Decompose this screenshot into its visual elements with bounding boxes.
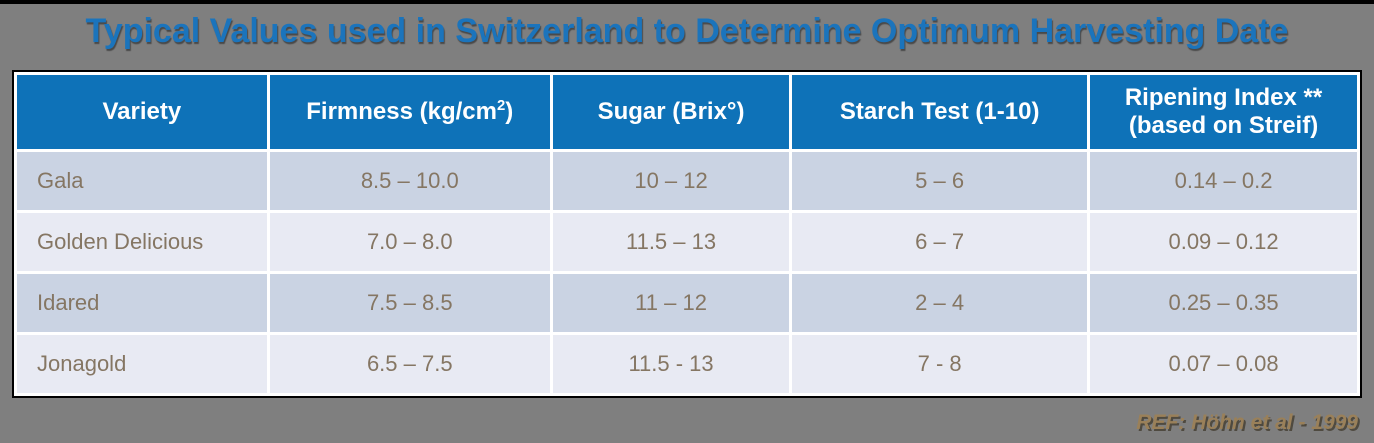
header-cell-variety: Variety <box>17 75 267 149</box>
cell-firmness: 6.5 – 7.5 <box>269 335 550 393</box>
cell-ripening: 0.14 – 0.2 <box>1090 152 1357 210</box>
cell-variety: Golden Delicious <box>17 213 267 271</box>
cell-ripening: 0.09 – 0.12 <box>1090 213 1357 271</box>
cell-variety: Jonagold <box>17 335 267 393</box>
header-cell-starch: Starch Test (1-10) <box>792 75 1088 149</box>
cell-firmness: 7.5 – 8.5 <box>269 274 550 332</box>
header-variety-label: Variety <box>102 98 182 126</box>
cell-starch: 5 – 6 <box>792 152 1088 210</box>
cell-variety: Idared <box>17 274 267 332</box>
header-starch-label: Starch Test (1-10) <box>839 98 1040 126</box>
slide-title: Typical Values used in Switzerland to De… <box>85 12 1289 50</box>
slide-top-border <box>0 0 1374 4</box>
cell-sugar: 10 – 12 <box>552 152 790 210</box>
table-header-row: Variety Firmness (kg/cm2) Sugar (Brix°) … <box>17 75 1357 149</box>
cell-sugar: 11.5 – 13 <box>552 213 790 271</box>
firmness-superscript: 2 <box>496 98 506 115</box>
cell-firmness: 8.5 – 10.0 <box>269 152 550 210</box>
cell-starch: 7 - 8 <box>792 335 1088 393</box>
table-row-idared: Idared 7.5 – 8.5 11 – 12 2 – 4 0.25 – 0.… <box>17 274 1357 332</box>
header-firmness-label: Firmness (kg/cm2) <box>306 98 514 126</box>
header-ripening-line2: (based on Streif) <box>1128 112 1319 139</box>
cell-starch: 2 – 4 <box>792 274 1088 332</box>
reference-citation: REF: Höhn et al - 1999 <box>1136 411 1358 434</box>
cell-ripening: 0.07 – 0.08 <box>1090 335 1357 393</box>
header-cell-ripening: Ripening Index ** (based on Streif) <box>1090 75 1357 149</box>
header-sugar-label: Sugar (Brix°) <box>597 98 745 126</box>
table-row-golden-delicious: Golden Delicious 7.0 – 8.0 11.5 – 13 6 –… <box>17 213 1357 271</box>
cell-starch: 6 – 7 <box>792 213 1088 271</box>
harvest-values-table: Variety Firmness (kg/cm2) Sugar (Brix°) … <box>12 70 1362 398</box>
table-body: Gala 8.5 – 10.0 10 – 12 5 – 6 0.14 – 0.2… <box>17 152 1357 393</box>
cell-variety: Gala <box>17 152 267 210</box>
table-row-jonagold: Jonagold 6.5 – 7.5 11.5 - 13 7 - 8 0.07 … <box>17 335 1357 393</box>
cell-ripening: 0.25 – 0.35 <box>1090 274 1357 332</box>
table-row-gala: Gala 8.5 – 10.0 10 – 12 5 – 6 0.14 – 0.2 <box>17 152 1357 210</box>
header-cell-sugar: Sugar (Brix°) <box>552 75 790 149</box>
header-cell-firmness: Firmness (kg/cm2) <box>269 75 550 149</box>
cell-sugar: 11.5 - 13 <box>552 335 790 393</box>
header-ripening-line1: Ripening Index ** <box>1124 84 1323 112</box>
cell-firmness: 7.0 – 8.0 <box>269 213 550 271</box>
cell-sugar: 11 – 12 <box>552 274 790 332</box>
